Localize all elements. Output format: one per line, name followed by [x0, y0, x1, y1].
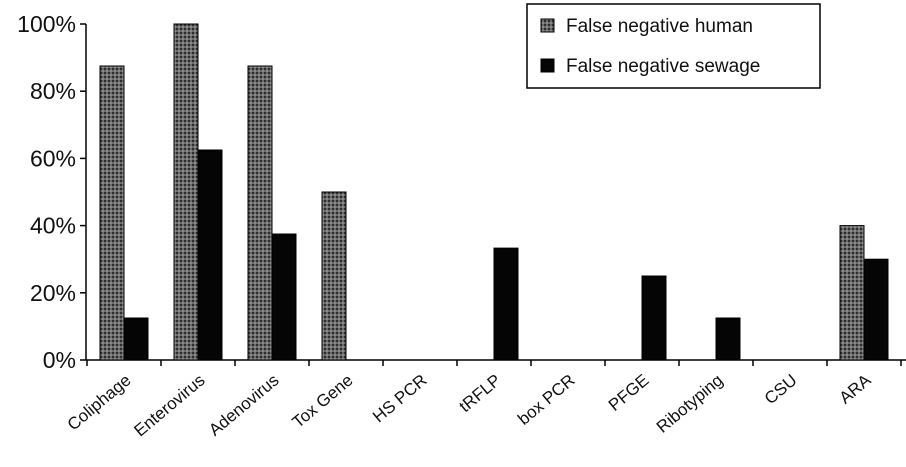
x-tick-label: Adenovirus — [205, 371, 282, 440]
legend-swatch-human — [540, 18, 555, 33]
y-tick-label: 60% — [30, 145, 76, 171]
y-tick-label: 40% — [30, 213, 76, 239]
bar-sewage-pfge — [641, 275, 667, 361]
bar-sewage-ara — [863, 258, 889, 361]
legend-swatch-sewage — [540, 58, 555, 73]
x-tick-label: Enterovirus — [130, 371, 208, 441]
bar-sewage-coliphage — [123, 317, 149, 361]
y-tick-label: 80% — [30, 78, 76, 104]
x-tick-label: tRFLP — [455, 371, 504, 417]
bar-sewage-enterovirus — [197, 149, 223, 361]
x-tick-label: box PCR — [514, 371, 578, 429]
x-tick-label: Tox Gene — [289, 371, 357, 432]
bar-human-tox-gene — [321, 191, 347, 361]
legend: False negative human False negative sewa… — [526, 3, 821, 89]
y-tick-label: 20% — [30, 280, 76, 306]
legend-box — [526, 3, 821, 89]
legend-label-sewage: False negative sewage — [566, 56, 760, 77]
legend-label-human: False negative human — [566, 16, 753, 37]
x-tick-label: CSU — [761, 371, 801, 409]
bar-human-enterovirus — [173, 23, 199, 361]
bar-sewage-ribotyping — [715, 317, 741, 361]
bar-human-coliphage — [99, 65, 125, 361]
x-tick-label: Ribotyping — [653, 371, 727, 437]
bar-sewage-trflp — [493, 247, 519, 361]
y-tick-label: 0% — [43, 347, 76, 373]
x-tick-label: PFGE — [605, 371, 653, 415]
bar-human-adenovirus — [247, 65, 273, 361]
x-tick-label: ARA — [836, 370, 875, 407]
y-tick-label: 100% — [17, 11, 76, 37]
bar-human-ara — [839, 225, 865, 361]
bar-sewage-adenovirus — [271, 233, 297, 361]
x-tick-label: HS PCR — [369, 371, 430, 427]
x-tick-label: Coliphage — [64, 371, 135, 435]
